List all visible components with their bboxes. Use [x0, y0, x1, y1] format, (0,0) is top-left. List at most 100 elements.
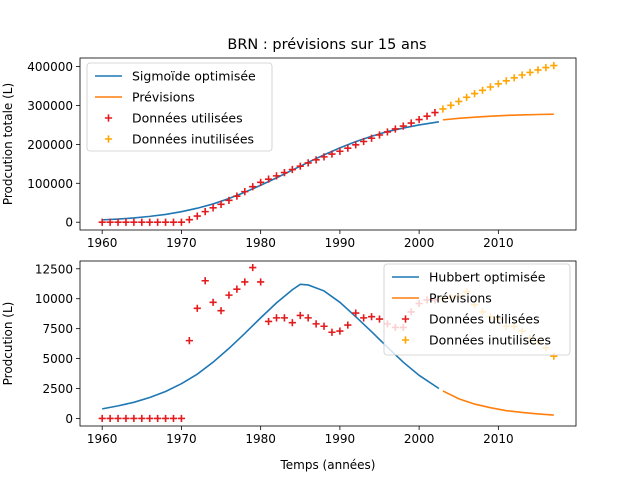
- series-line: [442, 113, 554, 121]
- data-point: [122, 218, 130, 226]
- data-point: [304, 159, 312, 167]
- y-tick-label: 12500: [35, 262, 73, 276]
- data-point: [383, 128, 392, 136]
- data-point: [225, 291, 233, 299]
- data-point: [177, 218, 186, 226]
- y-tick-label: 7500: [42, 322, 73, 336]
- x-tick-label: 1980: [245, 432, 276, 446]
- data-point: [169, 218, 178, 226]
- data-point: [288, 319, 296, 327]
- y-tick-label: 200000: [27, 138, 73, 152]
- data-point: [328, 328, 336, 336]
- x-tick-label: 1970: [166, 432, 197, 446]
- data-point: [312, 320, 320, 328]
- annual-production-chart: 1960 1970 1980 1990 2000 2010 0 2500 5000 7500 100…: [1, 260, 577, 472]
- series-line: [442, 390, 554, 416]
- data-point: [106, 414, 114, 423]
- data-point: [161, 414, 170, 423]
- data-point: [146, 414, 154, 423]
- legend-label: Données inutilisées: [132, 132, 254, 147]
- data-point: [478, 86, 487, 94]
- data-point: [360, 314, 368, 322]
- data-point: [138, 414, 146, 423]
- cumulative-production-chart: 1960 1970 1980 1990 2000 2010 0 100000 200000 300…: [1, 57, 577, 250]
- data-point: [550, 61, 558, 70]
- data-point: [233, 285, 241, 293]
- data-point: [415, 115, 423, 124]
- data-point: [367, 313, 376, 321]
- data-point: [336, 327, 344, 335]
- data-point: [193, 212, 201, 220]
- data-point: [320, 153, 328, 161]
- data-point: [439, 105, 447, 113]
- y-axis-label: Prodcution totale (L): [1, 83, 15, 205]
- data-point: [106, 218, 114, 226]
- legend-label: Hubbert optimisée: [429, 270, 546, 285]
- data-point: [534, 66, 542, 74]
- legend-marker-swatch: [401, 336, 410, 344]
- legend-label: Données inutilisées: [429, 333, 551, 348]
- data-point: [209, 204, 217, 212]
- x-tick-label: 1970: [166, 236, 197, 250]
- data-point: [407, 119, 415, 127]
- y-tick-label: 400000: [27, 60, 73, 74]
- legend-label: Prévisions: [429, 291, 492, 306]
- data-point: [130, 218, 138, 226]
- y-tick-label: 0: [65, 412, 73, 426]
- x-tick-label: 1960: [87, 236, 118, 250]
- data-point: [328, 150, 336, 158]
- x-tick-label: 2010: [483, 432, 514, 446]
- data-point: [447, 101, 455, 109]
- data-point: [193, 304, 201, 312]
- y-tick-label: 10000: [35, 292, 73, 306]
- data-point: [431, 108, 439, 117]
- data-point: [98, 218, 106, 226]
- data-point: [154, 414, 162, 423]
- data-point: [352, 309, 360, 317]
- data-point: [114, 218, 122, 226]
- x-axis-label: Temps (années): [280, 458, 376, 472]
- data-point: [494, 80, 502, 88]
- data-point: [169, 414, 178, 423]
- plot-area: [102, 283, 554, 416]
- data-point: [510, 74, 518, 82]
- data-point: [201, 208, 209, 216]
- x-tick-label: 1980: [245, 236, 276, 250]
- data-point: [542, 64, 550, 72]
- data-point: [304, 314, 312, 322]
- x-tick-label: 1990: [325, 236, 356, 250]
- x-tick-label: 2010: [483, 236, 514, 250]
- data-point: [185, 337, 193, 345]
- data-point: [375, 315, 384, 323]
- legend-label: Données utilisées: [132, 111, 243, 126]
- data-point: [280, 169, 289, 177]
- data-point: [470, 90, 479, 98]
- y-tick-label: 0: [65, 216, 73, 230]
- data-point: [241, 188, 249, 196]
- data-point: [502, 77, 510, 85]
- data-point: [122, 414, 130, 423]
- x-tick-label: 2000: [404, 236, 435, 250]
- data-point: [463, 93, 471, 101]
- data-point: [264, 175, 273, 183]
- x-tick-label: 1960: [87, 432, 118, 446]
- legend-marker-swatch: [104, 114, 113, 122]
- data-point: [264, 317, 273, 326]
- data-point: [272, 314, 281, 322]
- data-point: [257, 278, 265, 286]
- data-point: [375, 131, 384, 139]
- legend-marker-swatch: [104, 135, 113, 143]
- data-point: [280, 314, 289, 322]
- data-point: [344, 144, 352, 152]
- data-point: [526, 68, 534, 76]
- data-point: [130, 414, 138, 423]
- data-point: [399, 122, 407, 130]
- data-point: [217, 200, 225, 208]
- axes-frame: [79, 260, 577, 427]
- data-point: [360, 137, 368, 146]
- data-point: [455, 97, 463, 105]
- figure-title: BRN : prévisions sur 15 ans: [227, 37, 426, 53]
- data-point: [257, 178, 265, 186]
- legend: Hubbert optimisée Prévisions Données utili…: [383, 263, 571, 356]
